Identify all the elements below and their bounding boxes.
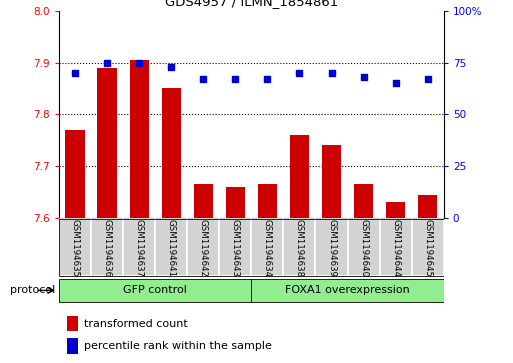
Point	[135, 60, 143, 65]
Text: GFP control: GFP control	[123, 285, 187, 295]
Bar	[220, 219, 251, 277]
Text: GSM1194643: GSM1194643	[231, 219, 240, 277]
Bar	[123, 219, 155, 277]
Bar	[258, 184, 277, 218]
Bar	[67, 316, 78, 331]
Bar	[251, 279, 444, 302]
Title: GDS4957 / ILMN_1854861: GDS4957 / ILMN_1854861	[165, 0, 338, 8]
Text: GSM1194638: GSM1194638	[295, 219, 304, 277]
Point	[231, 76, 240, 82]
Bar	[97, 68, 116, 218]
Point	[391, 80, 400, 86]
Bar	[187, 219, 220, 277]
Bar	[162, 89, 181, 218]
Bar	[226, 187, 245, 218]
Point	[167, 64, 175, 70]
Bar	[348, 219, 380, 277]
Point	[327, 70, 336, 76]
Text: GSM1194641: GSM1194641	[167, 219, 176, 277]
Text: GSM1194645: GSM1194645	[423, 219, 432, 277]
Text: GSM1194637: GSM1194637	[134, 219, 144, 277]
Bar	[194, 184, 213, 218]
Bar	[380, 219, 411, 277]
Bar	[315, 219, 348, 277]
Text: GSM1194640: GSM1194640	[359, 219, 368, 277]
Bar	[129, 60, 149, 218]
Bar	[418, 195, 437, 218]
Text: GSM1194635: GSM1194635	[70, 219, 80, 277]
Text: GSM1194642: GSM1194642	[199, 219, 208, 277]
Text: GSM1194636: GSM1194636	[103, 219, 112, 277]
Point	[263, 76, 271, 82]
Bar	[66, 130, 85, 218]
Bar	[283, 219, 315, 277]
Point	[199, 76, 207, 82]
Text: GSM1194634: GSM1194634	[263, 219, 272, 277]
Bar	[59, 219, 91, 277]
Text: percentile rank within the sample: percentile rank within the sample	[84, 341, 272, 351]
Bar	[91, 219, 123, 277]
Bar	[411, 219, 444, 277]
Text: GSM1194644: GSM1194644	[391, 219, 400, 277]
Bar	[59, 279, 251, 302]
Bar	[322, 145, 341, 218]
Bar	[354, 184, 373, 218]
Bar	[251, 219, 283, 277]
Point	[103, 60, 111, 65]
Text: FOXA1 overexpression: FOXA1 overexpression	[285, 285, 410, 295]
Point	[295, 70, 304, 76]
Point	[71, 70, 79, 76]
Bar	[67, 338, 78, 354]
Bar	[290, 135, 309, 218]
Bar	[386, 202, 405, 218]
Text: transformed count: transformed count	[84, 319, 188, 329]
Point	[360, 74, 368, 80]
Text: GSM1194639: GSM1194639	[327, 219, 336, 277]
Text: protocol: protocol	[10, 285, 55, 295]
Point	[424, 76, 432, 82]
Bar	[155, 219, 187, 277]
